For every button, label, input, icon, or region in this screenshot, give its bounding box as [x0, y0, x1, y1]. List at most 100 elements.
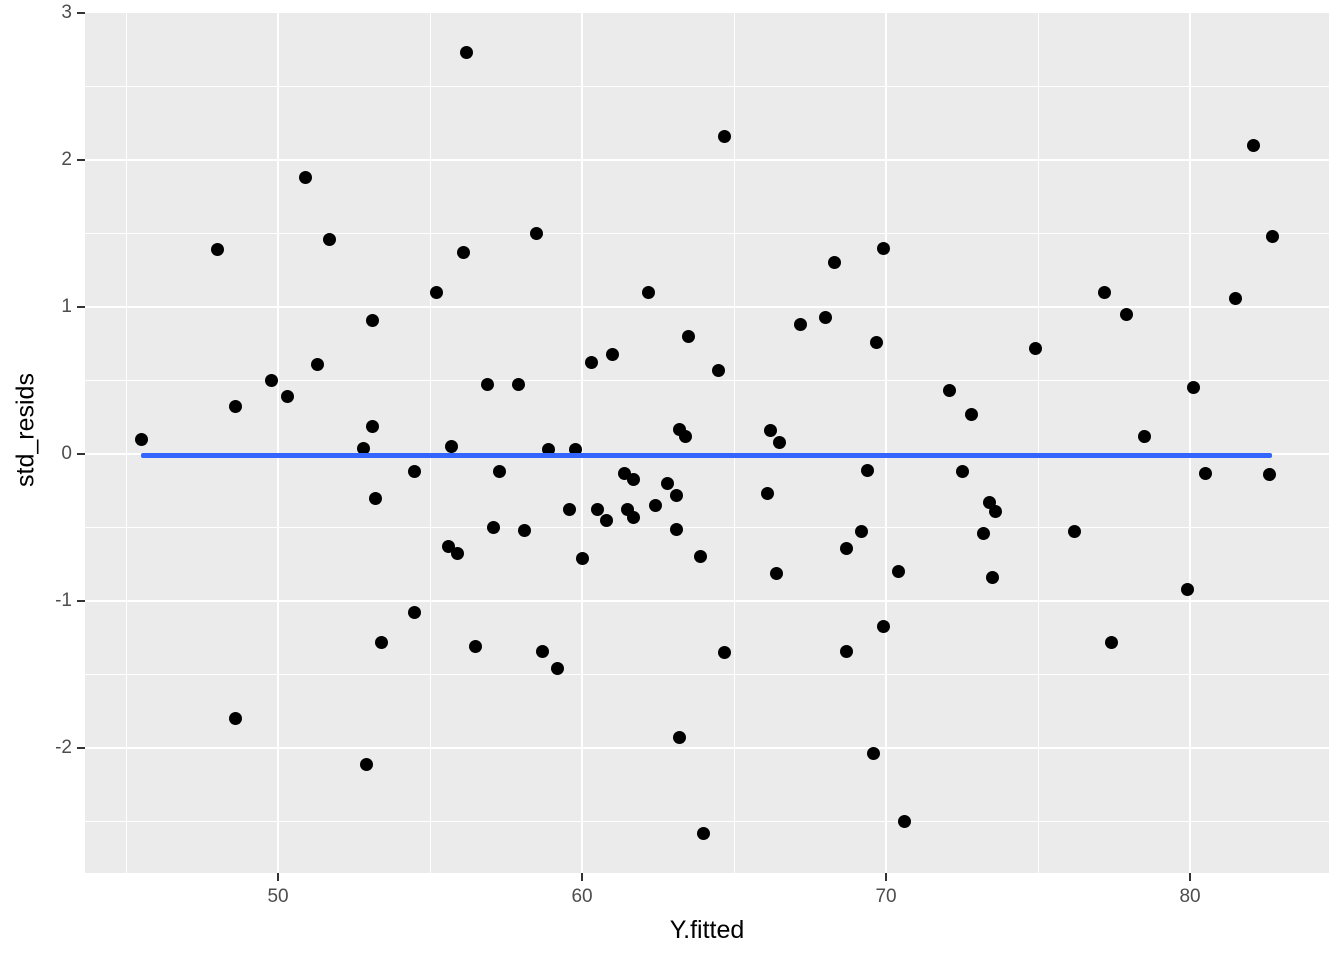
plot-panel [85, 13, 1329, 873]
data-point [444, 440, 458, 454]
data-point [356, 441, 370, 455]
data-point [323, 232, 337, 246]
y-tick-label: 3 [61, 2, 72, 23]
data-point [627, 472, 641, 486]
data-point [989, 504, 1002, 518]
x-tick-label: 50 [267, 886, 289, 907]
data-point [551, 662, 565, 676]
y-major-gridline [85, 306, 1329, 309]
x-axis-tick [277, 873, 280, 881]
x-axis-tick [885, 873, 888, 881]
data-point [681, 329, 695, 343]
data-point [1104, 635, 1118, 649]
data-point [891, 565, 905, 579]
data-point [1098, 285, 1112, 299]
data-point [584, 356, 598, 370]
y-axis-tick [77, 159, 85, 161]
data-point [511, 378, 525, 392]
x-axis-tick [1189, 873, 1192, 881]
y-minor-gridline [85, 380, 1329, 382]
data-point [840, 541, 854, 555]
y-major-gridline [85, 747, 1329, 750]
data-point [487, 521, 501, 535]
y-minor-gridline [85, 674, 1329, 676]
data-point [590, 503, 604, 517]
data-point [228, 712, 242, 726]
data-point [1186, 381, 1200, 395]
data-point [1119, 307, 1133, 321]
data-point [563, 503, 577, 517]
data-point [408, 606, 422, 620]
data-point [605, 347, 619, 361]
x-minor-gridline [733, 13, 735, 873]
data-point [481, 378, 495, 392]
data-point [669, 522, 683, 536]
y-tick-label: 2 [61, 149, 72, 170]
y-tick-label: -1 [55, 590, 72, 612]
data-point [1180, 582, 1194, 596]
y-axis-tick [77, 453, 85, 456]
data-point [697, 826, 711, 840]
y-minor-gridline [85, 821, 1329, 823]
y-tick-label: 0 [61, 443, 72, 465]
x-major-gridline [581, 13, 584, 873]
data-point [408, 465, 422, 479]
y-tick-label: 1 [61, 296, 72, 318]
data-point [374, 635, 388, 649]
y-axis-title: std_resids [11, 373, 40, 487]
data-point [876, 241, 890, 255]
data-point [359, 757, 373, 771]
data-point [365, 419, 379, 433]
data-point [760, 487, 774, 501]
x-major-gridline [277, 13, 280, 873]
data-point [897, 815, 911, 829]
x-minor-gridline [125, 13, 127, 873]
data-point [1068, 525, 1082, 539]
data-point [460, 46, 474, 60]
data-point [794, 318, 808, 332]
data-point [517, 523, 531, 537]
data-point [876, 619, 890, 633]
data-point [770, 566, 784, 580]
y-axis-tick [77, 747, 85, 750]
data-point [1229, 291, 1243, 305]
data-point [764, 424, 778, 437]
data-point [368, 491, 382, 505]
data-point [575, 551, 589, 565]
data-point [1262, 468, 1276, 482]
x-minor-gridline [429, 13, 431, 873]
data-point [827, 256, 841, 270]
data-point [867, 747, 881, 761]
data-point [718, 129, 732, 143]
data-point [678, 429, 692, 443]
y-major-gridline [85, 159, 1329, 161]
smooth-line [141, 452, 1273, 458]
data-point [1028, 341, 1042, 355]
data-point [1198, 466, 1212, 480]
data-point [943, 384, 957, 398]
data-point [718, 645, 732, 659]
data-point [1137, 429, 1151, 443]
data-point [265, 374, 279, 388]
data-point [280, 390, 294, 404]
data-point [642, 285, 656, 299]
data-point [469, 640, 483, 654]
data-point [840, 644, 854, 658]
data-point [694, 550, 708, 564]
data-point [627, 510, 641, 524]
x-minor-gridline [1037, 13, 1039, 873]
data-point [870, 335, 884, 349]
y-major-gridline [85, 600, 1329, 603]
x-major-gridline [885, 13, 888, 873]
data-point [311, 357, 325, 371]
data-point [228, 400, 242, 414]
data-point [964, 407, 978, 421]
data-point [818, 310, 832, 324]
data-point [429, 285, 443, 299]
y-minor-gridline [85, 86, 1329, 87]
y-axis-tick [77, 306, 85, 309]
x-tick-label: 60 [571, 886, 593, 907]
data-point [298, 171, 312, 185]
data-point [599, 513, 613, 527]
